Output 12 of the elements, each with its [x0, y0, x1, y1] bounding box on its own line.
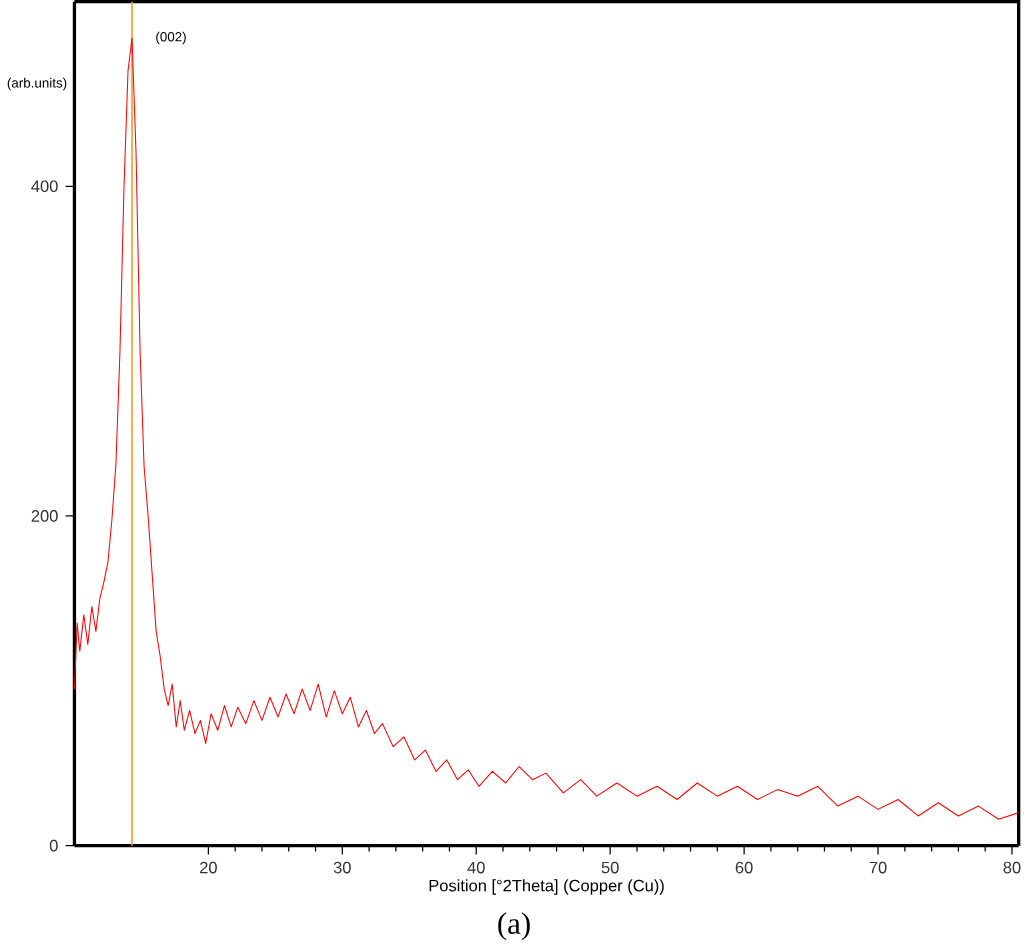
x-tick-label: 20: [200, 862, 217, 874]
x-axis-title: Position [°2Theta] (Copper (Cu)): [429, 879, 664, 896]
y-tick-label: 200: [31, 510, 58, 523]
text: (a): [498, 912, 530, 941]
x-tick-label: 50: [601, 862, 619, 874]
y-tick-label: 400: [31, 180, 58, 193]
y-tick-label: 0: [49, 840, 58, 852]
x-tick-label: 70: [869, 862, 887, 874]
x-tick-label: 60: [735, 862, 753, 874]
x-tick-label: 40: [467, 862, 485, 874]
x-tick-label: 80: [1003, 862, 1021, 874]
x-tick-label: 30: [333, 862, 351, 874]
